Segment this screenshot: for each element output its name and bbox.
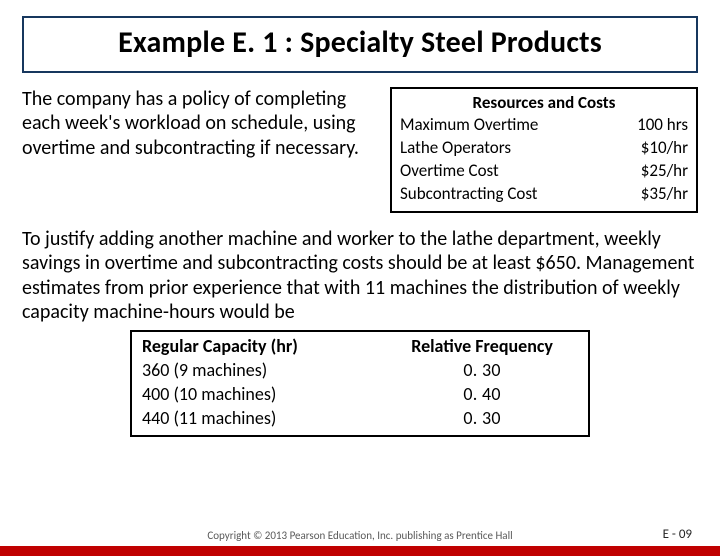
resources-label: Overtime Cost <box>400 160 499 183</box>
capacity-row: 360 (9 machines) 0. 30 <box>142 359 578 383</box>
justification-text: To justify adding another machine and wo… <box>22 227 698 325</box>
resources-value: $25/hr <box>641 160 688 183</box>
capacity-freq: 0. 40 <box>386 383 578 407</box>
resources-row: Overtime Cost $25/hr <box>400 160 688 183</box>
copyright-text: Copyright © 2013 Pearson Education, Inc.… <box>0 529 720 542</box>
resources-label: Maximum Overtime <box>400 114 538 137</box>
resources-value: $35/hr <box>641 183 688 206</box>
resources-label: Lathe Operators <box>400 137 511 160</box>
resources-value: $10/hr <box>641 137 688 160</box>
title-box: Example E. 1 : Specialty Steel Products <box>22 16 698 73</box>
capacity-freq: 0. 30 <box>386 407 578 431</box>
resources-row: Subcontracting Cost $35/hr <box>400 183 688 206</box>
resources-row: Lathe Operators $10/hr <box>400 137 688 160</box>
resources-value: 100 hrs <box>637 114 688 137</box>
capacity-col1-header: Regular Capacity (hr) <box>142 335 386 359</box>
capacity-value: 440 (11 machines) <box>142 407 386 431</box>
capacity-header-row: Regular Capacity (hr) Relative Frequency <box>142 335 578 359</box>
slide-title: Example E. 1 : Specialty Steel Products <box>36 24 684 61</box>
capacity-row: 400 (10 machines) 0. 40 <box>142 383 578 407</box>
policy-text: The company has a policy of completing e… <box>22 87 376 160</box>
resources-label: Subcontracting Cost <box>400 183 538 206</box>
capacity-col2-header: Relative Frequency <box>386 335 578 359</box>
capacity-freq: 0. 30 <box>386 359 578 383</box>
capacity-table: Regular Capacity (hr) Relative Frequency… <box>130 330 590 437</box>
upper-section: The company has a policy of completing e… <box>22 87 698 213</box>
accent-bar <box>0 546 720 556</box>
capacity-value: 400 (10 machines) <box>142 383 386 407</box>
resources-row: Maximum Overtime 100 hrs <box>400 114 688 137</box>
capacity-value: 360 (9 machines) <box>142 359 386 383</box>
capacity-row: 440 (11 machines) 0. 30 <box>142 407 578 431</box>
resources-table: Resources and Costs Maximum Overtime 100… <box>390 87 698 213</box>
resources-heading: Resources and Costs <box>400 92 688 113</box>
